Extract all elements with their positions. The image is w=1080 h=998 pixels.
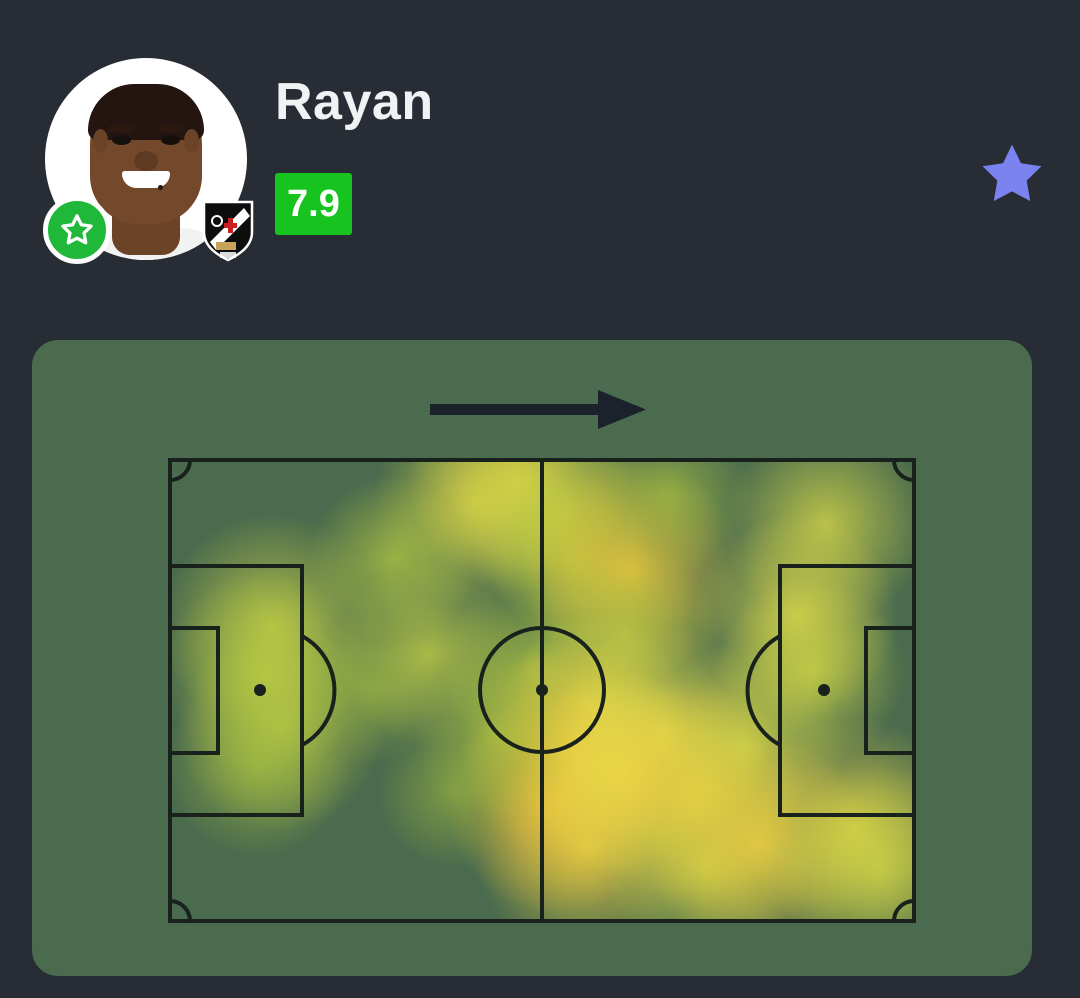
page-title: Rayan	[275, 73, 434, 131]
player-header: Rayan 7.9	[0, 0, 1080, 330]
heatmap-blob	[723, 458, 916, 626]
heatmap-blob	[377, 718, 528, 868]
attack-direction-arrow-icon	[430, 388, 650, 432]
avatar[interactable]	[43, 58, 254, 264]
heatmap-card	[32, 340, 1032, 976]
heatmap-layer	[168, 458, 916, 923]
status-badge: 7.9	[275, 173, 352, 235]
pitch	[168, 458, 916, 923]
pitch-markings	[168, 458, 916, 923]
favourite-star-icon[interactable]	[976, 138, 1048, 210]
star-badge-icon	[43, 196, 111, 264]
club-crest-icon	[197, 196, 259, 264]
